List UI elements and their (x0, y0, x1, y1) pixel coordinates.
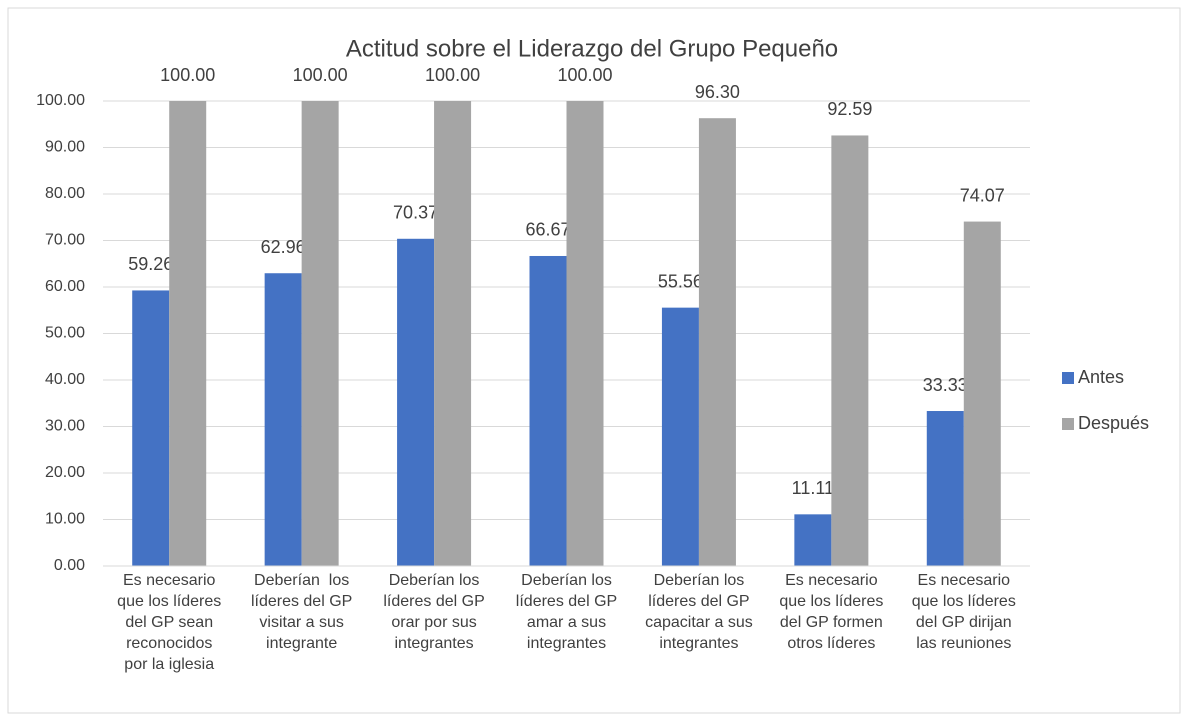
data-label: 74.07 (960, 185, 1005, 205)
x-tick-label: líderes del GP (383, 593, 484, 610)
x-tick-label: Deberían los (654, 572, 745, 589)
bar (169, 101, 207, 566)
x-tick-label: orar por sus (391, 614, 476, 631)
data-label: 59.26 (128, 254, 173, 274)
data-label: 100.00 (557, 65, 612, 85)
data-label: 55.56 (658, 271, 703, 291)
x-tick-label: del GP sean (125, 614, 213, 631)
x-tick-label: que los líderes (117, 593, 221, 610)
data-label: 92.59 (827, 99, 872, 119)
data-label: 66.67 (525, 220, 570, 240)
x-tick-label: por la iglesia (124, 656, 214, 673)
data-label: 11.11 (792, 478, 834, 498)
bar (434, 101, 472, 566)
bar (566, 101, 604, 566)
legend-label: Antes (1078, 367, 1124, 387)
data-label: 33.33 (923, 375, 968, 395)
x-tick-label: integrantes (527, 635, 606, 652)
chart-title: Actitud sobre el Liderazgo del Grupo Peq… (346, 35, 838, 62)
x-tick-label: Es necesario (918, 572, 1011, 589)
legend-label: Después (1078, 413, 1149, 433)
legend-swatch (1062, 418, 1074, 430)
x-tick-label: otros líderes (787, 635, 875, 652)
x-tick-label: del GP formen (780, 614, 883, 631)
x-tick-label: amar a sus (527, 614, 606, 631)
x-tick-label: las reuniones (916, 635, 1011, 652)
y-tick-label: 70.00 (45, 232, 85, 249)
data-label: 62.96 (261, 237, 306, 257)
legend-swatch (1062, 372, 1074, 384)
data-label: 100.00 (160, 65, 215, 85)
y-tick-label: 50.00 (45, 325, 85, 342)
y-tick-label: 30.00 (45, 418, 85, 435)
data-label: 100.00 (293, 65, 348, 85)
bar (529, 255, 567, 566)
bar (831, 135, 869, 567)
x-tick-label: Es necesario (785, 572, 878, 589)
bar (301, 101, 339, 566)
y-tick-label: 10.00 (45, 511, 85, 528)
x-tick-label: reconocidos (126, 635, 212, 652)
x-tick-label: que los líderes (912, 593, 1016, 610)
y-tick-label: 100.00 (36, 92, 85, 109)
bar (661, 307, 699, 566)
y-tick-label: 80.00 (45, 185, 85, 202)
y-tick-label: 20.00 (45, 464, 85, 481)
x-tick-label: integrantes (394, 635, 473, 652)
x-tick-label: del GP dirijan (916, 614, 1012, 631)
x-tick-label: Deberían los (389, 572, 480, 589)
bar (963, 221, 1001, 566)
bar (698, 118, 736, 566)
y-tick-label: 90.00 (45, 139, 85, 156)
x-tick-label: capacitar a sus (645, 614, 753, 631)
x-tick-label: visitar a sus (259, 614, 343, 631)
data-label: 96.30 (695, 82, 740, 102)
x-tick-label: líderes del GP (648, 593, 749, 610)
x-tick-label: líderes del GP (251, 593, 352, 610)
y-tick-label: 0.00 (54, 557, 85, 574)
y-tick-label: 40.00 (45, 371, 85, 388)
bar (926, 411, 964, 566)
x-tick-label: integrantes (659, 635, 738, 652)
x-tick-label: líderes del GP (516, 593, 617, 610)
x-tick-label: integrante (266, 635, 337, 652)
x-tick-label: Deberían los (254, 572, 349, 589)
x-tick-label: Deberían los (521, 572, 612, 589)
x-tick-label: que los líderes (779, 593, 883, 610)
bar (264, 273, 302, 566)
data-label: 70.37 (393, 203, 438, 223)
bar (132, 290, 170, 566)
data-label: 100.00 (425, 65, 480, 85)
x-tick-label: Es necesario (123, 572, 216, 589)
bar (397, 238, 435, 567)
bar (794, 514, 832, 566)
y-tick-label: 60.00 (45, 278, 85, 295)
